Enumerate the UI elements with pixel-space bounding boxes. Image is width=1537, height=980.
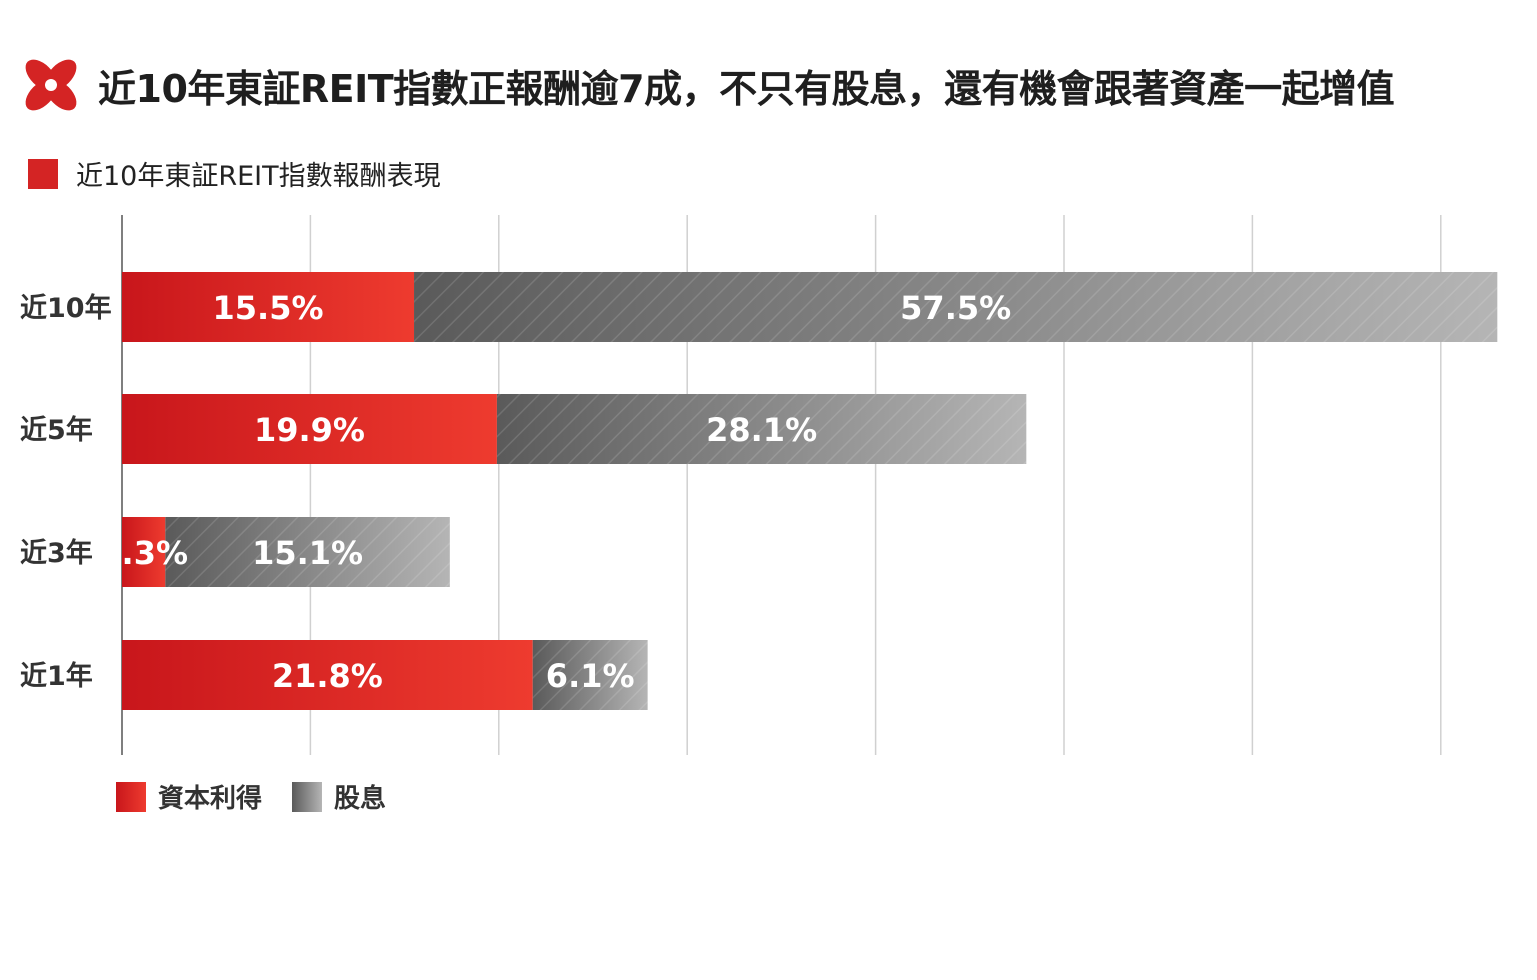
legend-label-capital-gain: 資本利得 xyxy=(158,784,263,814)
category-label: 近10年 xyxy=(20,292,112,324)
data-label-dividend: 15.1% xyxy=(252,534,363,572)
data-label-capital-gain: 21.8% xyxy=(272,657,383,695)
legend-label-dividend: 股息 xyxy=(334,784,387,814)
data-label-capital-gain: 19.9% xyxy=(254,411,365,449)
bar-dividend-hatch xyxy=(165,517,450,587)
chart-legend: 資本利得 股息 xyxy=(116,778,416,815)
legend-item-capital-gain: 資本利得 xyxy=(116,778,262,815)
page-title: 近10年東証REIT指數正報酬逾7成，不只有股息，還有機會跟著資產一起增值 xyxy=(98,66,1395,111)
legend-swatch-dividend xyxy=(292,781,323,812)
legend-swatch-capital-gain xyxy=(116,781,146,812)
data-label-capital-gain: 15.5% xyxy=(213,289,324,327)
data-label-dividend: 28.1% xyxy=(706,411,817,449)
bar-capital-gain xyxy=(122,517,166,587)
category-label: 近1年 xyxy=(20,660,93,692)
bar-capital-gain xyxy=(122,394,497,464)
data-label-dividend: 57.5% xyxy=(900,289,1011,327)
chart-subtitle: 近10年東証REIT指數報酬表現 xyxy=(76,161,441,192)
data-label-dividend: 6.1% xyxy=(546,657,635,695)
chart-subtitle-row: 近10年東証REIT指數報酬表現 xyxy=(28,154,441,193)
bar-dividend-hatch xyxy=(414,272,1498,342)
data-labels: 15.5% 57.5% 19.9% 28.1% 2.3% 15.1% 21.8% 6.1% xyxy=(99,289,1011,695)
category-label: 近5年 xyxy=(20,414,93,446)
brand-logo-icon xyxy=(25,59,77,111)
bars xyxy=(122,272,1498,710)
bar-dividend-hatch xyxy=(496,394,1027,464)
bar-capital-gain xyxy=(122,640,533,710)
stacked-bar-chart: 15.5% 57.5% 19.9% 28.1% 2.3% 15.1% 21.8% 6.1% 近… xyxy=(20,215,1498,755)
chart-header: 近10年東証REIT指數正報酬逾7成，不只有股息，還有機會跟著資產一起增值 xyxy=(18,50,1395,120)
bar-dividend-hatch xyxy=(532,640,648,710)
bar-capital-gain xyxy=(122,272,415,342)
subtitle-swatch xyxy=(28,158,58,189)
category-label: 近3年 xyxy=(20,537,93,569)
legend-item-dividend: 股息 xyxy=(292,778,386,815)
data-label-capital-gain: 2.3% xyxy=(99,534,188,572)
